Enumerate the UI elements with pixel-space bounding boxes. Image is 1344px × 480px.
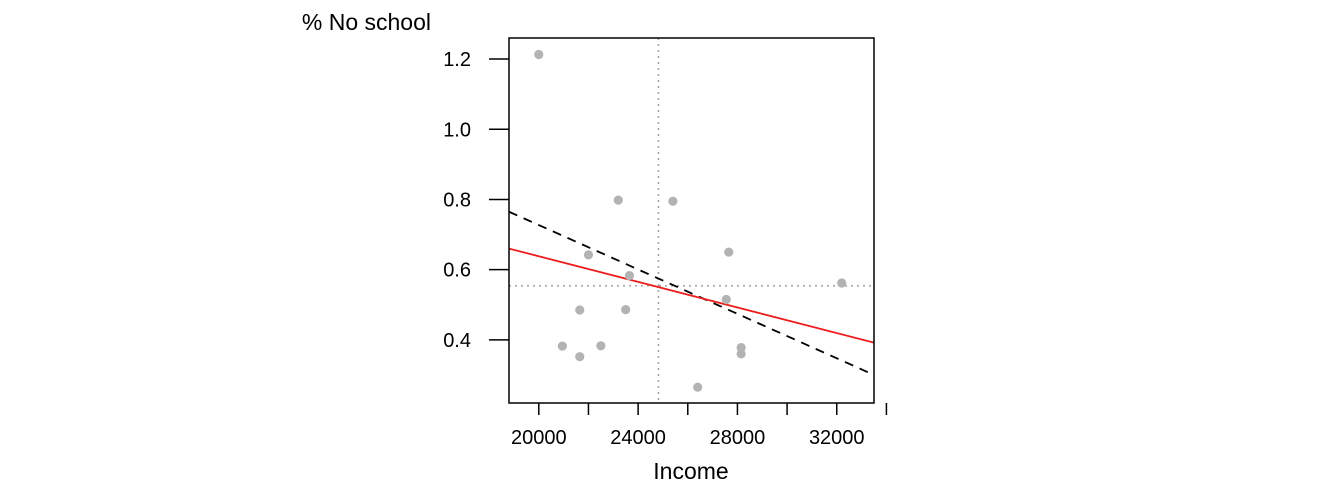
data-point — [693, 382, 703, 392]
data-point — [621, 305, 631, 315]
data-point — [575, 305, 585, 315]
y-tick-label: 1.0 — [443, 119, 471, 141]
fit-lines — [509, 210, 874, 376]
y-axis-title: % No school — [302, 9, 431, 35]
data-point — [837, 278, 847, 288]
data-point — [596, 341, 606, 351]
data-points — [534, 49, 847, 392]
y-tick-label: 0.8 — [443, 189, 471, 211]
reference-lines — [509, 38, 874, 403]
data-point — [583, 250, 594, 260]
x-tick-label: 24000 — [610, 427, 666, 449]
x-tick-label: 32000 — [809, 427, 865, 449]
data-point — [613, 195, 623, 205]
x-tick-label: 28000 — [710, 427, 766, 449]
x-axis: 20000 24000 28000 32000 — [511, 403, 888, 449]
y-axis: 0.4 0.6 0.8 1.0 1.2 — [443, 49, 509, 352]
data-point — [668, 196, 678, 206]
data-point — [736, 349, 746, 359]
data-point — [575, 352, 585, 362]
data-point — [721, 294, 731, 305]
data-point — [534, 49, 544, 60]
dashed-fit-line — [509, 210, 874, 376]
y-tick-label: 0.4 — [443, 330, 471, 352]
data-point — [557, 341, 567, 351]
x-axis-title: Income — [653, 458, 728, 480]
solid-fit-line — [509, 247, 874, 344]
data-point — [624, 271, 635, 281]
x-tick-label: 20000 — [511, 427, 567, 449]
plot-frame — [508, 37, 875, 404]
y-tick-label: 0.6 — [443, 260, 471, 282]
y-tick-label: 1.2 — [443, 49, 471, 71]
data-point — [736, 342, 746, 353]
data-point — [724, 247, 734, 257]
